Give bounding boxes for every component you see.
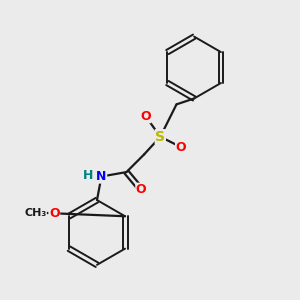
Text: H: H [83, 169, 93, 182]
Text: O: O [176, 141, 186, 154]
Text: O: O [140, 110, 151, 123]
Text: CH₃: CH₃ [24, 208, 46, 218]
Text: O: O [136, 183, 146, 196]
Text: N: N [96, 170, 106, 183]
Text: O: O [49, 207, 60, 220]
Text: S: S [155, 130, 165, 144]
